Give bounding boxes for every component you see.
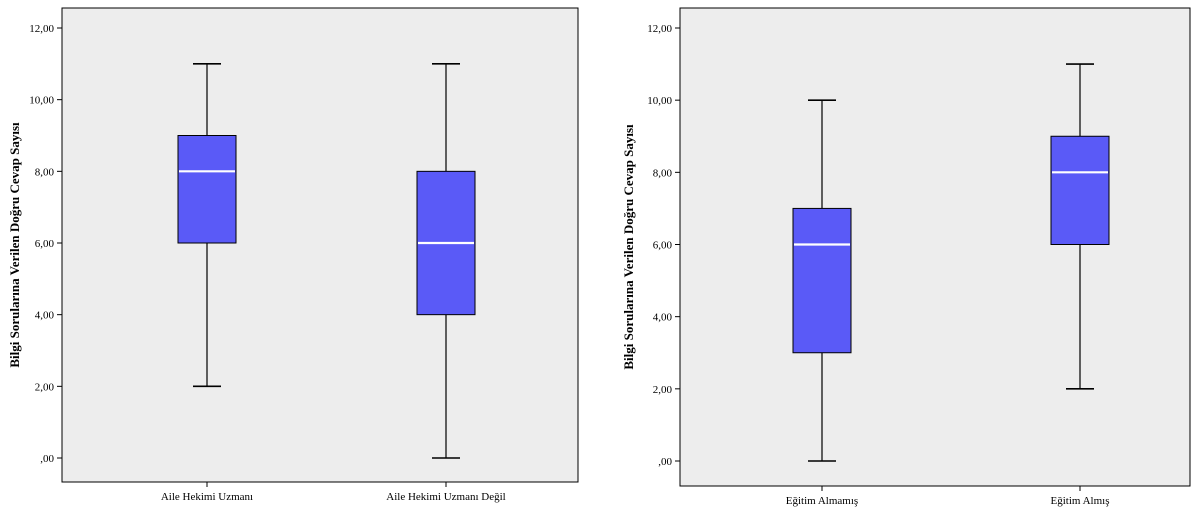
y-tick-label: 12,00 [29, 23, 54, 35]
boxplot-chart-right: ,00 2,00 4,00 6,00 8,00 10,00 12,00 Bilgi Sorul… [614, 0, 1192, 519]
y-tick-label: 8,00 [35, 166, 55, 178]
y-tick-label: 4,00 [653, 312, 673, 324]
plot-area [679, 7, 1191, 487]
x-tick-label: Aile Hekimi Uzmanı [161, 491, 253, 503]
y-tick-label: 2,00 [653, 384, 673, 396]
chart-svg: ,00 2,00 4,00 6,00 8,00 10,00 12,00 Bilgi Sorul… [7, 7, 579, 503]
y-tick-label: 6,00 [35, 238, 55, 250]
y-tick-label: 2,00 [35, 381, 55, 393]
box-1 [792, 99, 852, 462]
y-axis-label: Bilgi Sorularına Verilen Doğru Cevap Say… [7, 122, 22, 368]
y-tick-label: 10,00 [647, 95, 672, 107]
y-tick-label: 12,00 [647, 23, 672, 35]
x-tick-label: Eğitim Almamış [786, 495, 858, 507]
box-2 [416, 63, 476, 459]
boxplot-chart-left: ,00 2,00 4,00 6,00 8,00 10,00 12,00 Bilgi Sorul… [0, 0, 580, 519]
y-axis-label: Bilgi Sorularına Verilen Doğru Cevap Say… [621, 124, 636, 370]
y-tick-label: 8,00 [653, 167, 673, 179]
iqr-box [792, 207, 852, 354]
y-tick-label: ,00 [658, 456, 672, 468]
box-1 [177, 63, 237, 388]
chart-svg: ,00 2,00 4,00 6,00 8,00 10,00 12,00 Bilgi Sorul… [621, 7, 1191, 507]
y-tick-label: 4,00 [35, 310, 55, 322]
y-tick-label: ,00 [40, 453, 54, 465]
y-tick-label: 6,00 [653, 240, 673, 252]
x-tick-label: Eğitim Almış [1051, 495, 1110, 507]
plot-area [61, 7, 579, 483]
y-tick-label: 10,00 [29, 95, 54, 107]
box-2 [1050, 63, 1110, 390]
iqr-box [177, 135, 237, 244]
x-tick-label: Aile Hekimi Uzmanı Değil [386, 491, 505, 503]
iqr-box [1050, 135, 1110, 245]
